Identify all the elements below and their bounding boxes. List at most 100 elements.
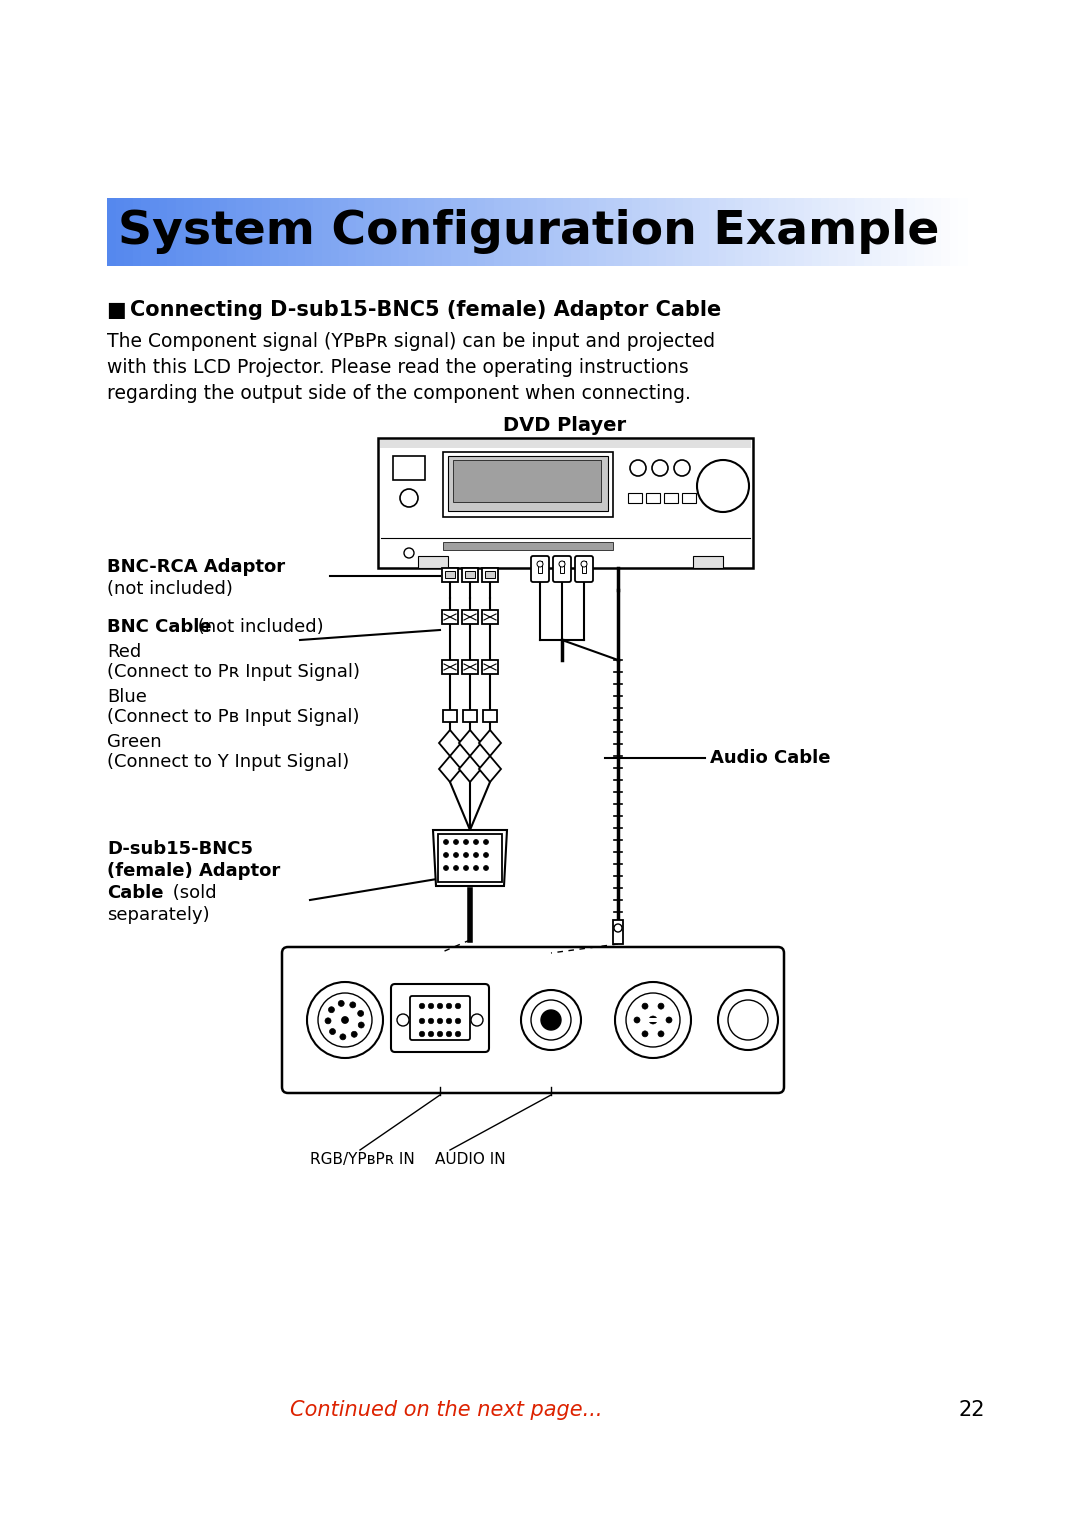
Bar — [645, 1019, 661, 1022]
Bar — [453, 461, 600, 502]
Bar — [365, 198, 375, 265]
Bar — [279, 198, 288, 265]
Bar — [443, 541, 613, 551]
Bar — [400, 198, 409, 265]
Bar — [322, 198, 332, 265]
Bar — [554, 198, 564, 265]
Circle shape — [397, 1014, 409, 1026]
Bar — [339, 198, 349, 265]
Bar — [821, 198, 831, 265]
Bar — [537, 198, 546, 265]
Bar — [829, 198, 839, 265]
Bar — [485, 570, 495, 578]
Circle shape — [454, 839, 459, 845]
Circle shape — [350, 1002, 355, 1008]
Circle shape — [484, 852, 488, 857]
Bar — [253, 198, 262, 265]
Bar — [916, 198, 924, 265]
Bar — [442, 660, 458, 674]
Bar — [393, 456, 426, 480]
Bar — [391, 198, 401, 265]
FancyBboxPatch shape — [391, 984, 489, 1052]
Bar — [494, 198, 503, 265]
Bar — [141, 198, 151, 265]
Bar — [941, 198, 950, 265]
Circle shape — [318, 993, 372, 1048]
Bar — [476, 198, 486, 265]
Circle shape — [419, 1019, 424, 1023]
Circle shape — [455, 1031, 461, 1037]
Bar — [693, 557, 723, 567]
Text: ■: ■ — [107, 300, 134, 320]
Bar — [443, 451, 613, 517]
Polygon shape — [433, 830, 507, 886]
Polygon shape — [438, 730, 461, 756]
Bar — [463, 711, 477, 721]
Bar — [666, 198, 676, 265]
Circle shape — [338, 1000, 345, 1007]
FancyBboxPatch shape — [531, 557, 549, 583]
Bar — [726, 198, 735, 265]
Bar — [907, 198, 917, 265]
Bar — [519, 198, 529, 265]
Text: System Configuration Example: System Configuration Example — [118, 209, 940, 255]
Bar — [838, 198, 848, 265]
Circle shape — [329, 1028, 336, 1034]
Bar — [159, 198, 168, 265]
Text: separately): separately) — [107, 906, 210, 924]
Circle shape — [400, 490, 418, 506]
Circle shape — [728, 1000, 768, 1040]
Text: BNC Cable: BNC Cable — [107, 618, 212, 636]
Circle shape — [626, 993, 680, 1048]
Bar — [469, 198, 477, 265]
Text: Red: Red — [107, 644, 141, 660]
Bar — [717, 198, 727, 265]
Bar — [382, 198, 392, 265]
Bar — [202, 198, 212, 265]
Bar — [150, 198, 160, 265]
Bar — [786, 198, 796, 265]
Bar — [460, 198, 469, 265]
Bar — [545, 198, 555, 265]
Bar — [563, 198, 572, 265]
Circle shape — [437, 1031, 443, 1037]
Bar — [193, 198, 203, 265]
Bar — [485, 198, 495, 265]
Bar — [211, 198, 220, 265]
Bar — [348, 198, 357, 265]
Bar — [597, 198, 607, 265]
Bar — [482, 567, 498, 583]
Circle shape — [454, 852, 459, 857]
Bar — [681, 493, 696, 503]
Bar — [244, 198, 254, 265]
Circle shape — [437, 1019, 443, 1023]
Bar — [881, 198, 891, 265]
Bar — [124, 198, 134, 265]
Circle shape — [634, 1017, 640, 1023]
Circle shape — [537, 561, 543, 567]
Circle shape — [446, 1003, 451, 1010]
Bar — [237, 198, 245, 265]
Circle shape — [341, 1017, 349, 1023]
Circle shape — [615, 982, 691, 1058]
Bar — [795, 198, 805, 265]
Bar — [890, 198, 900, 265]
Bar — [434, 198, 444, 265]
Bar — [107, 198, 117, 265]
Circle shape — [446, 1019, 451, 1023]
Circle shape — [463, 839, 469, 845]
Bar — [589, 198, 598, 265]
Bar — [133, 198, 143, 265]
Bar — [356, 198, 366, 265]
Bar — [899, 198, 908, 265]
Bar — [627, 493, 642, 503]
Circle shape — [419, 1031, 424, 1037]
Circle shape — [531, 1000, 571, 1040]
Circle shape — [357, 1011, 364, 1016]
Polygon shape — [459, 730, 481, 756]
Text: (Connect to Pʙ Input Signal): (Connect to Pʙ Input Signal) — [107, 708, 360, 726]
Bar — [465, 570, 475, 578]
Text: Connecting D-sub15-BNC5 (female) Adaptor Cable: Connecting D-sub15-BNC5 (female) Adaptor… — [130, 300, 721, 320]
Text: (Connect to Pʀ Input Signal): (Connect to Pʀ Input Signal) — [107, 663, 360, 682]
Bar — [623, 198, 633, 265]
